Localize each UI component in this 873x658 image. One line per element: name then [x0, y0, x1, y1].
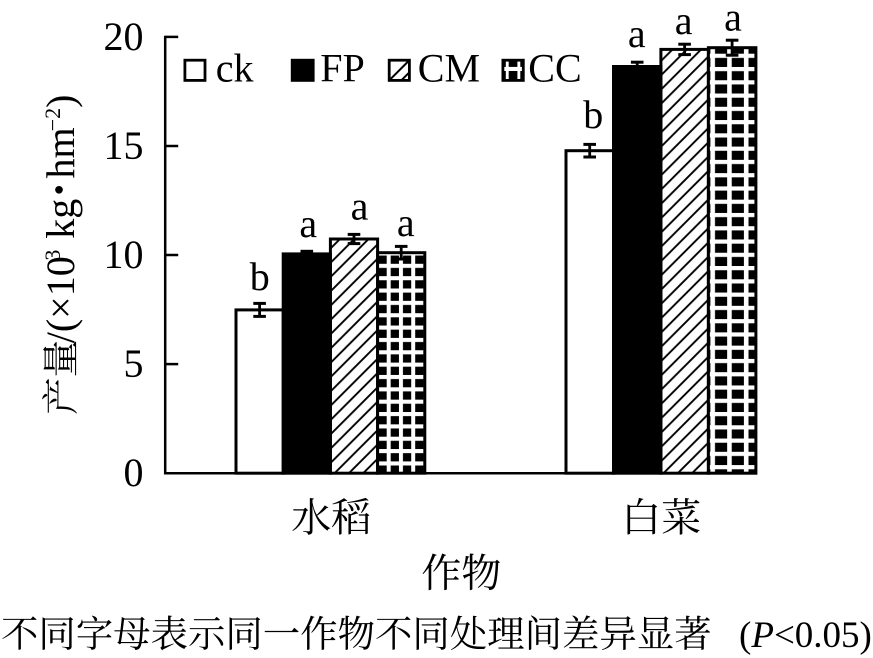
- svg-text:20: 20: [104, 14, 144, 59]
- svg-text:a: a: [675, 0, 693, 43]
- svg-text:15: 15: [104, 123, 144, 168]
- svg-text:0: 0: [124, 450, 144, 495]
- svg-text:b: b: [250, 254, 270, 299]
- svg-text:a: a: [299, 201, 317, 246]
- svg-text:a: a: [397, 200, 415, 245]
- svg-text:a: a: [628, 11, 646, 56]
- svg-text:a: a: [351, 184, 369, 229]
- svg-text:ck: ck: [216, 45, 254, 90]
- svg-text:(P<0.05): (P<0.05): [739, 615, 872, 656]
- svg-text:FP: FP: [320, 45, 365, 90]
- svg-text:b: b: [583, 92, 603, 137]
- svg-text:CM: CM: [418, 45, 480, 90]
- svg-text:a: a: [724, 0, 742, 40]
- svg-text:/(×103 kghm−2): /(×103 kghm−2): [38, 95, 83, 344]
- svg-text:10: 10: [104, 232, 144, 277]
- svg-text:5: 5: [124, 341, 144, 386]
- svg-text:CC: CC: [528, 45, 581, 90]
